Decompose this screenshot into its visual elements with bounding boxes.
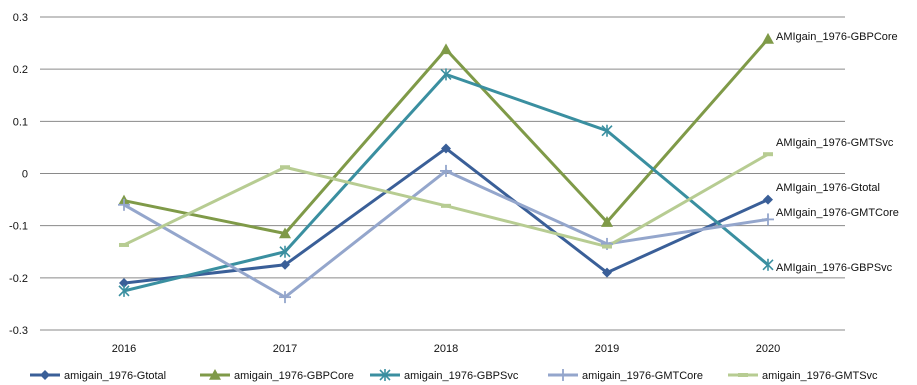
data-point-amigain_1976-GBPSvc [762,258,774,271]
end-label-amigain_1976-GBPCore: AMIgain_1976-GBPCore [776,31,898,43]
data-point-amigain_1976-GBPCore [279,227,291,239]
y-tick-label: 0 [22,169,28,181]
series-line-amigain_1976-GBPSvc [123,72,769,293]
x-tick-label: 2016 [112,343,136,355]
data-point-amigain_1976-GMTSvc [441,203,451,208]
y-tick-label: 0.3 [13,12,28,24]
legend-label: amigain_1976-GMTCore [582,370,703,382]
data-point-amigain_1976-GMTSvc [280,165,290,170]
legend-label: amigain_1976-GBPCore [234,370,354,382]
x-tick-label: 2019 [595,343,619,355]
legend-marker [209,369,221,380]
y-tick-label: -0.2 [9,273,28,285]
legend: amigain_1976-Gtotal amigain_1976-GBPCore a… [30,369,878,382]
data-point-amigain_1976-GMTSvc [119,242,129,247]
series-markers [118,32,774,304]
data-point-amigain_1976-Gtotal [441,143,451,154]
legend-label: amigain_1976-GMTSvc [762,370,878,382]
end-label-amigain_1976-GBPSvc: AMIgain_1976-GBPSvc [776,262,893,274]
legend-marker [40,370,50,380]
data-point-amigain_1976-GBPSvc [118,284,130,297]
data-point-amigain_1976-GMTCore [279,291,291,304]
data-point-amigain_1976-GBPCore [601,216,613,227]
end-label-amigain_1976-GMTSvc: AMIgain_1976-GMTSvc [776,137,894,149]
data-point-amigain_1976-GBPSvc [601,124,613,137]
data-point-amigain_1976-GBPSvc [440,68,452,81]
legend-item: amigain_1976-Gtotal [30,370,166,382]
data-point-amigain_1976-Gtotal [280,259,290,270]
data-point-amigain_1976-GMTCore [440,164,452,177]
y-tick-label: -0.3 [9,325,28,337]
legend-marker [738,373,748,377]
data-point-amigain_1976-GMTSvc [763,152,773,157]
legend-marker [557,369,569,381]
data-point-amigain_1976-GBPCore [440,43,452,55]
legend-item: amigain_1976-GMTCore [548,369,703,382]
y-axis-ticks: 0.3 0.2 0.1 0 -0.1 -0.2 -0.3 [9,12,28,337]
data-point-amigain_1976-GMTCore [118,198,130,211]
y-tick-label: -0.1 [9,221,28,233]
data-point-amigain_1976-GBPSvc [279,245,291,258]
legend-item: amigain_1976-GMTSvc [728,370,878,382]
end-label-amigain_1976-Gtotal: AMIgain_1976-Gtotal [776,182,880,194]
y-tick-label: 0.1 [13,116,28,128]
data-point-amigain_1976-Gtotal [763,194,773,205]
x-tick-label: 2020 [756,343,780,355]
y-tick-label: 0.2 [13,64,28,76]
data-point-amigain_1976-Gtotal [602,267,612,278]
legend-label: amigain_1976-GBPSvc [404,370,519,382]
data-point-amigain_1976-GMTSvc [602,244,612,249]
end-label-amigain_1976-GMTCore: AMIgain_1976-GMTCore [776,207,899,219]
data-point-amigain_1976-GMTCore [762,213,774,226]
x-tick-label: 2017 [273,343,297,355]
series-end-labels: AMIgain_1976-GBPCore AMIgain_1976-GMTSvc A… [776,31,899,274]
x-axis-ticks: 2016 2017 2018 2019 2020 [112,343,780,355]
data-point-amigain_1976-GBPCore [762,32,774,44]
x-tick-label: 2018 [434,343,458,355]
legend-item: amigain_1976-GBPCore [200,369,354,382]
legend-label: amigain_1976-Gtotal [64,370,166,382]
data-point-amigain_1976-Gtotal [119,278,129,289]
legend-marker [379,369,391,381]
legend-item: amigain_1976-GBPSvc [370,369,519,382]
